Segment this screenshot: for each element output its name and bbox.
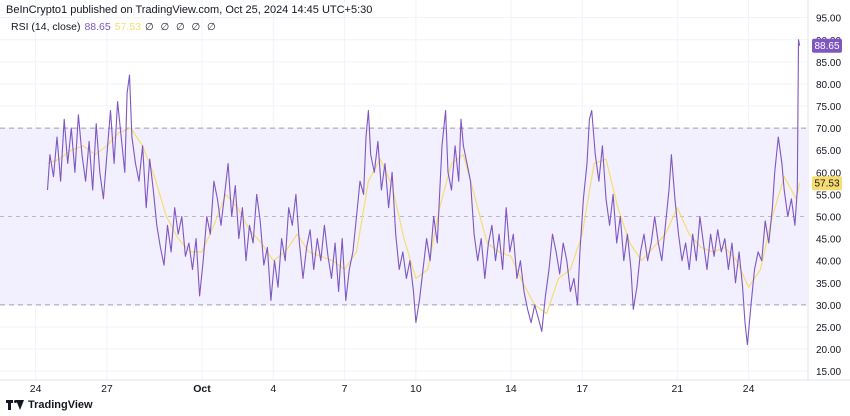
y-tick-label: 35.00 <box>816 279 841 290</box>
x-tick-label: 10 <box>410 383 422 395</box>
rsi-badge-bg <box>812 38 842 53</box>
y-tick-label: 95.00 <box>816 14 841 25</box>
y-tick-label: 30.00 <box>816 301 841 312</box>
y-tick-label: 60.00 <box>816 168 841 179</box>
rsi-badge-text: 88.65 <box>814 41 839 52</box>
time-scale[interactable]: 24 27 Oct 4 7 10 14 17 21 24 <box>30 383 755 395</box>
indicator-name[interactable]: RSI (14, close) <box>11 21 81 33</box>
y-tick-label: 15.00 <box>816 367 841 378</box>
rsi-line <box>46 39 801 346</box>
y-tick-label: 55.00 <box>816 190 841 201</box>
x-tick-label: 14 <box>505 383 517 395</box>
y-tick-label: 50.00 <box>816 213 841 224</box>
x-tick-label: 24 <box>743 383 755 395</box>
indicator-legend[interactable]: RSI (14, close) 88.65 57.53 ∅ ∅ ∅ ∅ ∅ <box>11 21 218 33</box>
x-tick-label: 21 <box>671 383 683 395</box>
x-tick-label: 24 <box>30 383 42 395</box>
x-tick-label: 27 <box>101 383 113 395</box>
y-tick-label: 20.00 <box>816 345 841 356</box>
ma-value: 57.53 <box>114 21 142 33</box>
y-tick-label: 45.00 <box>816 235 841 246</box>
y-tick-label: 85.00 <box>816 58 841 69</box>
y-tick-label: 75.00 <box>816 102 841 113</box>
na-values: ∅ ∅ ∅ ∅ ∅ <box>145 21 218 33</box>
tradingview-footer[interactable]: TradingView <box>6 399 93 411</box>
ma-badge-text: 57.53 <box>814 179 839 190</box>
value-badges: 88.65 57.53 <box>812 38 842 191</box>
ma-badge-bg <box>812 176 842 191</box>
tradingview-logo-icon <box>6 400 24 410</box>
y-tick-label: 80.00 <box>816 80 841 91</box>
y-tick-label: 70.00 <box>816 124 841 135</box>
rsi-ma-line <box>47 127 801 315</box>
rsi-value: 88.65 <box>84 21 111 33</box>
y-tick-label: 65.00 <box>816 146 841 157</box>
x-tick-label: 4 <box>270 383 276 395</box>
x-tick-label: 7 <box>342 383 348 395</box>
x-tick-label: Oct <box>193 383 211 395</box>
price-scale[interactable]: 95.0090.0085.0080.0075.0070.0065.0060.00… <box>816 14 841 378</box>
publisher-line: BeInCrypto1 published on TradingView.com… <box>6 4 373 16</box>
tradingview-brand: TradingView <box>28 399 93 411</box>
y-tick-label: 25.00 <box>816 323 841 334</box>
x-tick-label: 17 <box>576 383 588 395</box>
y-tick-label: 40.00 <box>816 257 841 268</box>
